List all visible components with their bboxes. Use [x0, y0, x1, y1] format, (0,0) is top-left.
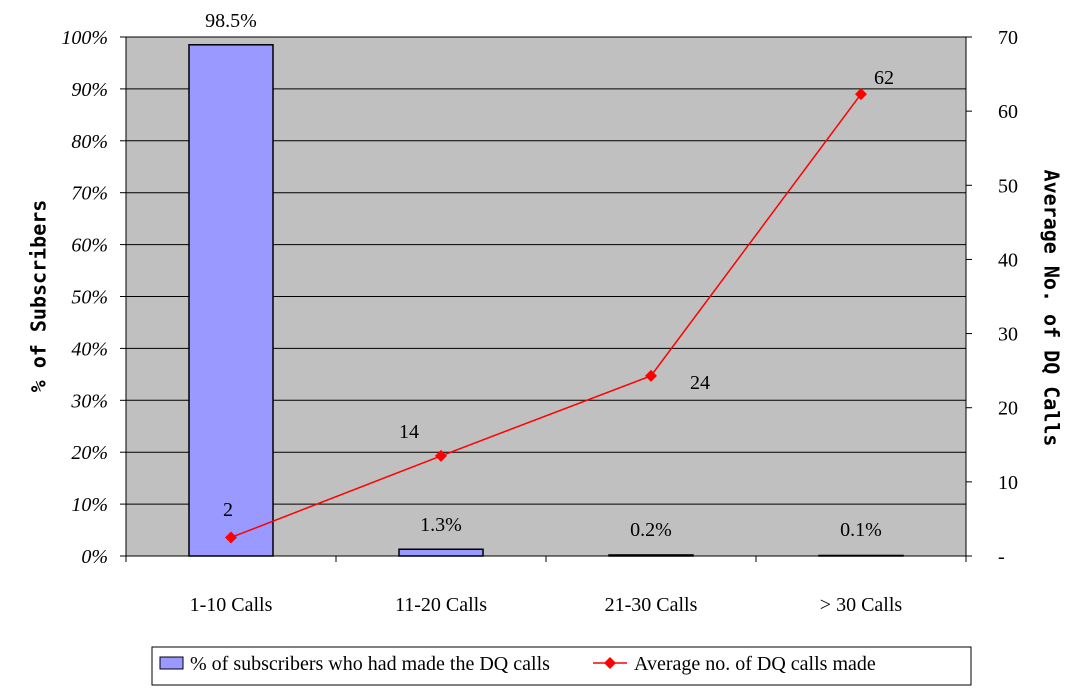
bar-data-label: 1.3%: [420, 514, 462, 536]
legend-line-marker: [604, 657, 616, 669]
legend-box: [151, 646, 972, 686]
y2-tick-label: 20: [998, 398, 1018, 420]
legend-bar-swatch: [159, 656, 184, 670]
y-tick-label: 10%: [71, 494, 108, 516]
y2-tick-label: 30: [998, 324, 1018, 346]
x-tick-label: 1-10 Calls: [190, 594, 273, 616]
line-point: [435, 449, 447, 462]
y-tick-label: 40%: [71, 338, 108, 360]
legend-line-label: Average no. of DQ calls made: [634, 653, 876, 675]
y-tick-label: 20%: [71, 442, 108, 464]
line-point: [225, 531, 237, 544]
y-tick-label: 30%: [70, 390, 108, 412]
bar: [398, 548, 484, 557]
line-point: [645, 369, 657, 382]
x-tick-label: > 30 Calls: [820, 594, 903, 616]
line-data-label: 2: [223, 499, 233, 521]
legend-bar-label: % of subscribers who had made the DQ cal…: [190, 653, 550, 675]
y-axis-title: % of Subscribers: [27, 200, 51, 393]
y-tick-label: 70%: [71, 183, 108, 205]
line-data-label: 24: [690, 372, 710, 394]
y-tick-label: 80%: [71, 131, 108, 153]
line-point: [855, 88, 867, 101]
y-tick-label: 0%: [81, 546, 108, 568]
y2-tick-label: 70: [998, 27, 1018, 49]
y-tick-label: 90%: [71, 79, 108, 101]
x-tick-label: 11-20 Calls: [395, 594, 487, 616]
bar-data-label: 98.5%: [205, 10, 257, 32]
line-data-label: 14: [399, 421, 419, 443]
bar: [608, 554, 694, 557]
y-tick-label: 50%: [71, 287, 108, 309]
axis-layer: 0% 10% 20% 30% 40% 50% 60% 70% 80% 90% 100% - 10 20 30…: [61, 27, 1018, 616]
bar: [188, 44, 274, 557]
y2-tick-label: 60: [998, 101, 1018, 123]
labels-layer: 98.5% 1.3% 0.2% 0.1% 2 14 24 62: [205, 10, 894, 541]
legend: % of subscribers who had made the DQ cal…: [151, 646, 972, 686]
line-series: [230, 93, 862, 539]
y2-tick-label: 10: [998, 472, 1018, 494]
bar-data-label: 0.2%: [630, 519, 672, 541]
y2-axis-title: Average No. of DQ Calls: [1040, 170, 1064, 447]
y-tick-label: 60%: [71, 235, 108, 257]
y2-tick-label: -: [998, 546, 1005, 568]
bars-layer: [188, 44, 904, 557]
line-data-label: 62: [874, 67, 894, 89]
bar-data-label: 0.1%: [840, 519, 882, 541]
y2-tick-label: 50: [998, 175, 1018, 197]
y-tick-label: 100%: [61, 27, 108, 49]
line-layer: [225, 88, 867, 544]
bar: [818, 554, 904, 557]
y2-tick-label: 40: [998, 249, 1018, 271]
x-tick-label: 21-30 Calls: [605, 594, 698, 616]
